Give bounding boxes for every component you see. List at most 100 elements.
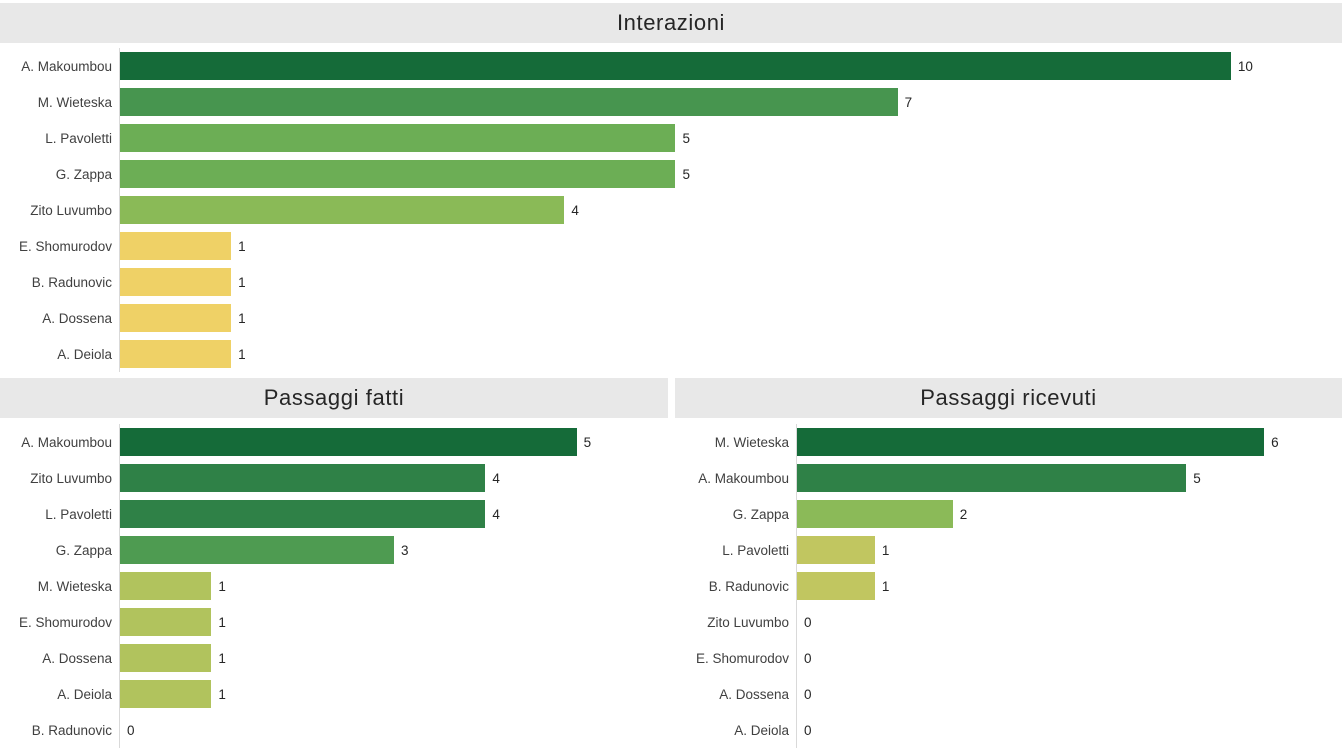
bar[interactable]	[120, 464, 486, 492]
bar-row: L. Pavoletti 5	[0, 120, 1342, 156]
bar[interactable]	[120, 572, 212, 600]
plot-area: 0	[797, 712, 1342, 748]
value-label: 0	[804, 614, 812, 630]
bar[interactable]	[797, 428, 1265, 456]
bar-row: L. Pavoletti 4	[0, 496, 668, 532]
bar-row: Zito Luvumbo 4	[0, 460, 668, 496]
bar[interactable]	[120, 232, 232, 260]
bar-row: L. Pavoletti 1	[675, 532, 1342, 568]
category-label: L. Pavoletti	[0, 120, 120, 156]
category-label: G. Zappa	[0, 532, 120, 568]
category-label: A. Dossena	[0, 640, 120, 676]
bar-row: E. Shomurodov 1	[0, 228, 1342, 264]
bar[interactable]	[797, 536, 875, 564]
plot-area: 0	[797, 604, 1342, 640]
chart-body-interazioni: A. Makoumbou 10 M. Wieteska 7 L. Pavoletti 5 G…	[0, 48, 1342, 372]
bar-row: M. Wieteska 7	[0, 84, 1342, 120]
category-label: A. Deiola	[675, 712, 797, 748]
bar[interactable]	[120, 52, 1231, 80]
plot-area: 3	[120, 532, 668, 568]
category-label: A. Dossena	[0, 300, 120, 336]
value-label: 5	[583, 434, 592, 450]
plot-area: 1	[797, 532, 1342, 568]
bar[interactable]	[120, 160, 676, 188]
bar-row: A. Deiola 1	[0, 676, 668, 712]
bar-row: B. Radunovic 0	[0, 712, 668, 748]
category-label: A. Makoumbou	[0, 424, 120, 460]
value-label: 1	[238, 310, 246, 326]
bar[interactable]	[120, 536, 394, 564]
category-label: Zito Luvumbo	[0, 192, 120, 228]
bar[interactable]	[120, 124, 676, 152]
bar[interactable]	[120, 428, 577, 456]
bar-row: Zito Luvumbo 4	[0, 192, 1342, 228]
value-label: 1	[218, 650, 226, 666]
chart-title-passaggi-ricevuti: Passaggi ricevuti	[675, 378, 1342, 418]
bar[interactable]	[120, 268, 232, 296]
category-label: E. Shomurodov	[0, 604, 120, 640]
bar-row: A. Dossena 1	[0, 640, 668, 676]
category-label: A. Deiola	[0, 676, 120, 712]
bar-row: E. Shomurodov 0	[675, 640, 1342, 676]
plot-area: 0	[797, 640, 1342, 676]
value-label: 4	[571, 202, 579, 218]
value-label: 1	[218, 614, 226, 630]
category-label: L. Pavoletti	[675, 532, 797, 568]
category-label: M. Wieteska	[0, 84, 120, 120]
category-label: E. Shomurodov	[675, 640, 797, 676]
bar-row: A. Makoumbou 5	[0, 424, 668, 460]
plot-area: 1	[120, 228, 1342, 264]
value-label: 1	[238, 238, 246, 254]
bar[interactable]	[120, 644, 212, 672]
plot-area: 4	[120, 192, 1342, 228]
category-label: G. Zappa	[675, 496, 797, 532]
bar-row: A. Deiola 0	[675, 712, 1342, 748]
value-label: 0	[804, 722, 812, 738]
plot-area: 7	[120, 84, 1342, 120]
plot-area: 1	[120, 604, 668, 640]
bar-row: A. Dossena 0	[675, 676, 1342, 712]
bar-row: M. Wieteska 1	[0, 568, 668, 604]
category-label: A. Deiola	[0, 336, 120, 372]
plot-area: 1	[120, 640, 668, 676]
value-label: 6	[1271, 434, 1279, 450]
bar[interactable]	[797, 500, 953, 528]
plot-area: 4	[120, 496, 668, 532]
plot-area: 10	[120, 48, 1342, 84]
value-label: 1	[218, 686, 226, 702]
chart-passaggi-fatti: Passaggi fatti A. Makoumbou 5 Zito Luvumbo…	[0, 378, 668, 748]
bar[interactable]	[120, 304, 232, 332]
value-label: 1	[238, 274, 246, 290]
plot-area: 5	[797, 460, 1342, 496]
category-label: M. Wieteska	[0, 568, 120, 604]
bar-row: G. Zappa 3	[0, 532, 668, 568]
plot-area: 5	[120, 120, 1342, 156]
value-label: 0	[804, 650, 812, 666]
plot-area: 0	[120, 712, 668, 748]
chart-body-passaggi-ricevuti: M. Wieteska 6 A. Makoumbou 5 G. Zappa 2 L. Pav…	[675, 424, 1342, 748]
value-label: 1	[881, 578, 890, 594]
bar[interactable]	[120, 608, 212, 636]
plot-area: 5	[120, 156, 1342, 192]
bar[interactable]	[797, 464, 1187, 492]
category-label: E. Shomurodov	[0, 228, 120, 264]
chart-body-passaggi-fatti: A. Makoumbou 5 Zito Luvumbo 4 L. Pavoletti 4 G…	[0, 424, 668, 748]
plot-area: 2	[797, 496, 1342, 532]
chart-title-interazioni: Interazioni	[0, 3, 1342, 43]
plot-area: 1	[120, 336, 1342, 372]
bar[interactable]	[797, 572, 875, 600]
value-label: 0	[127, 722, 135, 738]
value-label: 5	[682, 166, 690, 182]
bar[interactable]	[120, 680, 212, 708]
value-label: 4	[492, 506, 500, 522]
bar[interactable]	[120, 500, 486, 528]
value-label: 1	[238, 346, 246, 362]
bar[interactable]	[120, 340, 232, 368]
bar[interactable]	[120, 196, 565, 224]
plot-area: 4	[120, 460, 668, 496]
plot-area: 5	[120, 424, 668, 460]
chart-passaggi-ricevuti: Passaggi ricevuti M. Wieteska 6 A. Makoumb…	[675, 378, 1342, 748]
bar[interactable]	[120, 88, 898, 116]
category-label: A. Makoumbou	[0, 48, 120, 84]
